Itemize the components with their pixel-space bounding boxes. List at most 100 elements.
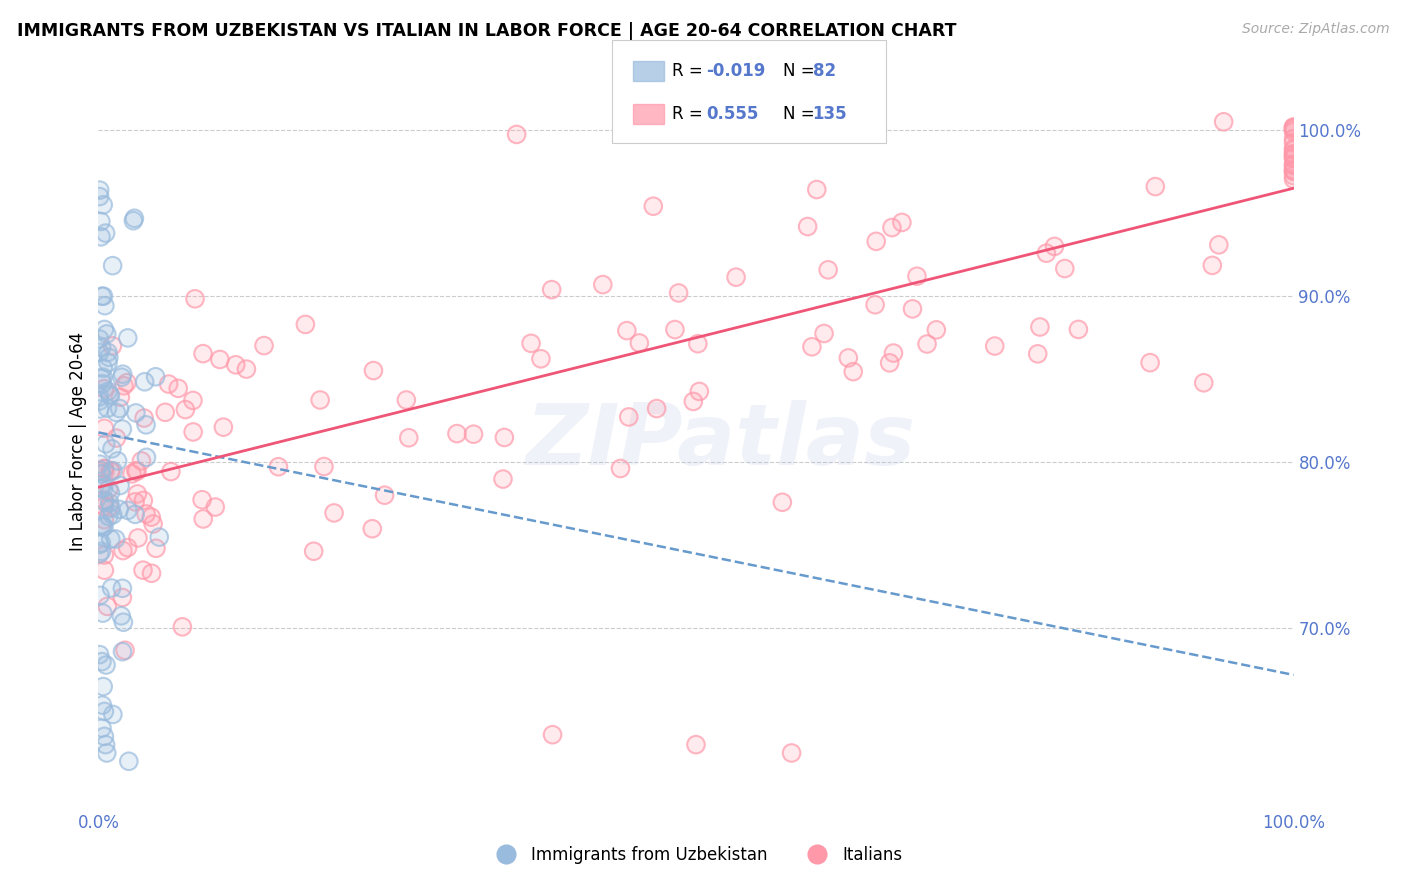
Point [111, 370, 134, 384]
Point [108, 401, 131, 416]
Point [100, 485, 122, 500]
Point [100, 501, 122, 516]
Point [882, 346, 904, 360]
Point [134, 375, 156, 389]
Point [91, 477, 114, 491]
Point [361, 522, 384, 536]
Point [100, 464, 122, 478]
Point [91, 519, 114, 533]
Point [91, 370, 114, 384]
Point [100, 581, 122, 595]
Point [1026, 347, 1049, 361]
Point [617, 409, 640, 424]
Point [100, 581, 122, 595]
Point [98, 500, 121, 514]
Point [492, 472, 515, 486]
Point [145, 541, 167, 556]
Point [115, 376, 138, 390]
Point [1053, 261, 1076, 276]
Point [97, 345, 120, 359]
Point [98, 389, 122, 403]
Point [90, 467, 112, 481]
Point [93, 461, 115, 475]
Point [125, 464, 148, 478]
Point [125, 406, 148, 420]
Point [135, 417, 157, 432]
Point [91, 517, 114, 532]
Point [1192, 376, 1215, 390]
Point [93, 705, 115, 719]
Point [530, 351, 553, 366]
Point [616, 324, 638, 338]
Point [540, 283, 562, 297]
Point [361, 522, 384, 536]
Point [93, 730, 115, 744]
Point [101, 464, 124, 478]
Point [131, 454, 153, 468]
Point [879, 356, 901, 370]
Point [800, 340, 823, 354]
Point [90, 463, 112, 477]
Point [117, 331, 139, 345]
Point [879, 356, 901, 370]
Point [93, 322, 115, 336]
Point [172, 620, 194, 634]
Point [94, 495, 117, 509]
Point [643, 199, 665, 213]
Point [89, 588, 111, 602]
Point [837, 351, 859, 365]
Point [93, 421, 115, 435]
Point [93, 548, 115, 562]
Point [91, 361, 114, 376]
Point [97, 482, 120, 496]
Point [1035, 246, 1057, 260]
Point [865, 235, 887, 249]
Point [686, 336, 709, 351]
Point [110, 608, 132, 623]
Point [91, 655, 114, 669]
Point [1067, 322, 1090, 336]
Point [108, 478, 131, 492]
Point [1282, 121, 1305, 136]
Point [111, 645, 134, 659]
Point [93, 461, 115, 475]
Point [685, 738, 707, 752]
Point [1192, 376, 1215, 390]
Point [520, 336, 543, 351]
Point [1282, 125, 1305, 139]
Point [91, 680, 114, 694]
Point [93, 500, 115, 514]
Point [132, 563, 155, 577]
Point [915, 337, 938, 351]
Point [1043, 239, 1066, 253]
Point [101, 259, 124, 273]
Point [592, 277, 614, 292]
Point [609, 461, 631, 475]
Point [94, 299, 117, 313]
Point [108, 502, 131, 516]
Point [1282, 151, 1305, 165]
Point [91, 376, 114, 391]
Point [97, 482, 120, 496]
Point [842, 365, 865, 379]
Point [117, 331, 139, 345]
Point [97, 384, 120, 399]
Point [101, 339, 124, 353]
Point [309, 392, 332, 407]
Legend: Immigrants from Uzbekistan, Italians: Immigrants from Uzbekistan, Italians [482, 839, 910, 871]
Point [100, 464, 122, 478]
Point [880, 220, 903, 235]
Point [93, 500, 115, 514]
Y-axis label: In Labor Force | Age 20-64: In Labor Force | Age 20-64 [69, 332, 87, 551]
Point [1212, 115, 1234, 129]
Point [882, 346, 904, 360]
Point [1282, 146, 1305, 161]
Point [97, 345, 120, 359]
Point [1208, 237, 1230, 252]
Point [96, 401, 118, 416]
Point [89, 588, 111, 602]
Point [141, 510, 163, 524]
Point [901, 301, 924, 316]
Point [505, 128, 527, 142]
Point [609, 461, 631, 475]
